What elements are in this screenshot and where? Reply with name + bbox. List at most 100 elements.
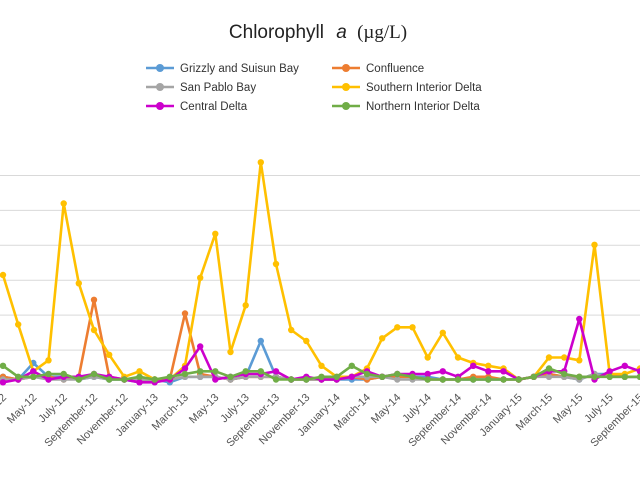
series-southern-interior-delta	[0, 159, 640, 383]
data-point	[333, 373, 340, 380]
data-point	[136, 368, 143, 375]
data-point	[197, 274, 204, 281]
data-point	[272, 368, 280, 375]
data-point	[272, 376, 280, 383]
data-point	[15, 321, 22, 328]
data-point	[212, 230, 219, 237]
data-point	[636, 373, 640, 380]
x-tick-label: May-12	[5, 392, 39, 426]
data-point	[181, 370, 189, 378]
x-tick-label: September-13	[224, 392, 282, 450]
data-point	[439, 368, 446, 375]
data-point	[45, 370, 52, 378]
data-point	[424, 354, 431, 361]
data-point	[606, 373, 613, 380]
data-point	[30, 368, 37, 375]
legend-label: Northern Interior Delta	[366, 101, 480, 113]
x-tick-label: May-15	[551, 392, 585, 426]
chart-title-symbol: a	[336, 22, 347, 43]
data-point	[181, 310, 189, 317]
data-point	[348, 373, 355, 380]
legend-swatch-marker	[156, 64, 164, 72]
data-point	[75, 376, 83, 383]
data-point	[121, 376, 128, 383]
data-point	[197, 368, 204, 375]
legend-item: Central Delta	[146, 101, 248, 113]
data-point	[272, 260, 280, 268]
data-point	[90, 326, 98, 334]
legend-item: San Pablo Bay	[146, 82, 256, 94]
legend-item: Northern Interior Delta	[332, 101, 480, 113]
series-line	[1, 161, 640, 381]
legend-label: Confluence	[366, 63, 424, 75]
legend-swatch-marker	[342, 64, 350, 72]
data-point	[212, 376, 219, 383]
data-point	[348, 362, 355, 369]
data-point	[636, 368, 640, 375]
data-point	[576, 315, 583, 323]
legend-item: Confluence	[332, 63, 424, 75]
chart-title: Chlorophyll a (µg/L)	[229, 22, 407, 43]
data-point	[379, 373, 386, 380]
data-point	[15, 373, 22, 380]
data-point	[424, 370, 431, 378]
legend-label: Central Delta	[180, 101, 248, 113]
data-point	[454, 376, 462, 383]
legend-label: San Pablo Bay	[180, 82, 256, 94]
data-point	[227, 373, 234, 380]
data-point	[485, 368, 492, 375]
data-point	[197, 343, 204, 350]
data-point	[60, 370, 67, 378]
data-point	[136, 379, 143, 386]
data-point	[45, 376, 52, 383]
data-point	[576, 357, 583, 364]
data-point	[303, 337, 310, 345]
data-point	[257, 159, 264, 166]
x-tick-label: May-13	[187, 392, 221, 426]
data-point	[0, 271, 7, 279]
legend-item: Southern Interior Delta	[332, 82, 482, 94]
data-point	[485, 362, 492, 369]
data-point	[242, 302, 249, 309]
data-point	[500, 376, 507, 383]
x-axis-tick-labels: Mar-12May-12July-12September-12November-…	[0, 392, 640, 450]
data-point	[485, 376, 492, 383]
data-point	[545, 354, 553, 361]
legend-swatch-marker	[156, 83, 164, 91]
data-point	[45, 357, 52, 364]
data-point	[379, 335, 386, 342]
data-point	[394, 324, 401, 331]
legend-swatch-marker	[342, 102, 350, 110]
data-point	[530, 373, 537, 380]
data-point	[591, 241, 598, 248]
legend-item: Grizzly and Suisun Bay	[146, 63, 299, 75]
data-point	[409, 324, 416, 331]
data-point	[439, 329, 446, 336]
data-point	[500, 368, 507, 375]
x-tick-label: September-12	[42, 392, 100, 450]
data-point	[257, 337, 264, 345]
data-point	[515, 376, 522, 383]
data-point	[363, 370, 371, 378]
data-point	[60, 200, 67, 207]
data-point	[106, 376, 113, 383]
data-point	[30, 373, 37, 380]
data-point	[212, 368, 219, 375]
data-point	[470, 362, 477, 369]
legend-swatch-marker	[156, 102, 164, 110]
data-point	[166, 373, 173, 380]
data-point	[394, 370, 401, 378]
legend-label: Grizzly and Suisun Bay	[180, 63, 299, 75]
data-point	[591, 373, 598, 380]
legend-label: Southern Interior Delta	[366, 82, 482, 94]
legend-swatch-marker	[342, 83, 350, 91]
chart-title-prefix: Chlorophyll	[229, 22, 324, 43]
data-point	[545, 373, 553, 380]
data-point	[561, 354, 568, 361]
series-layer	[0, 159, 640, 386]
data-point	[409, 373, 416, 380]
gridlines	[0, 174, 640, 386]
data-point	[288, 376, 295, 383]
data-point	[288, 326, 295, 334]
